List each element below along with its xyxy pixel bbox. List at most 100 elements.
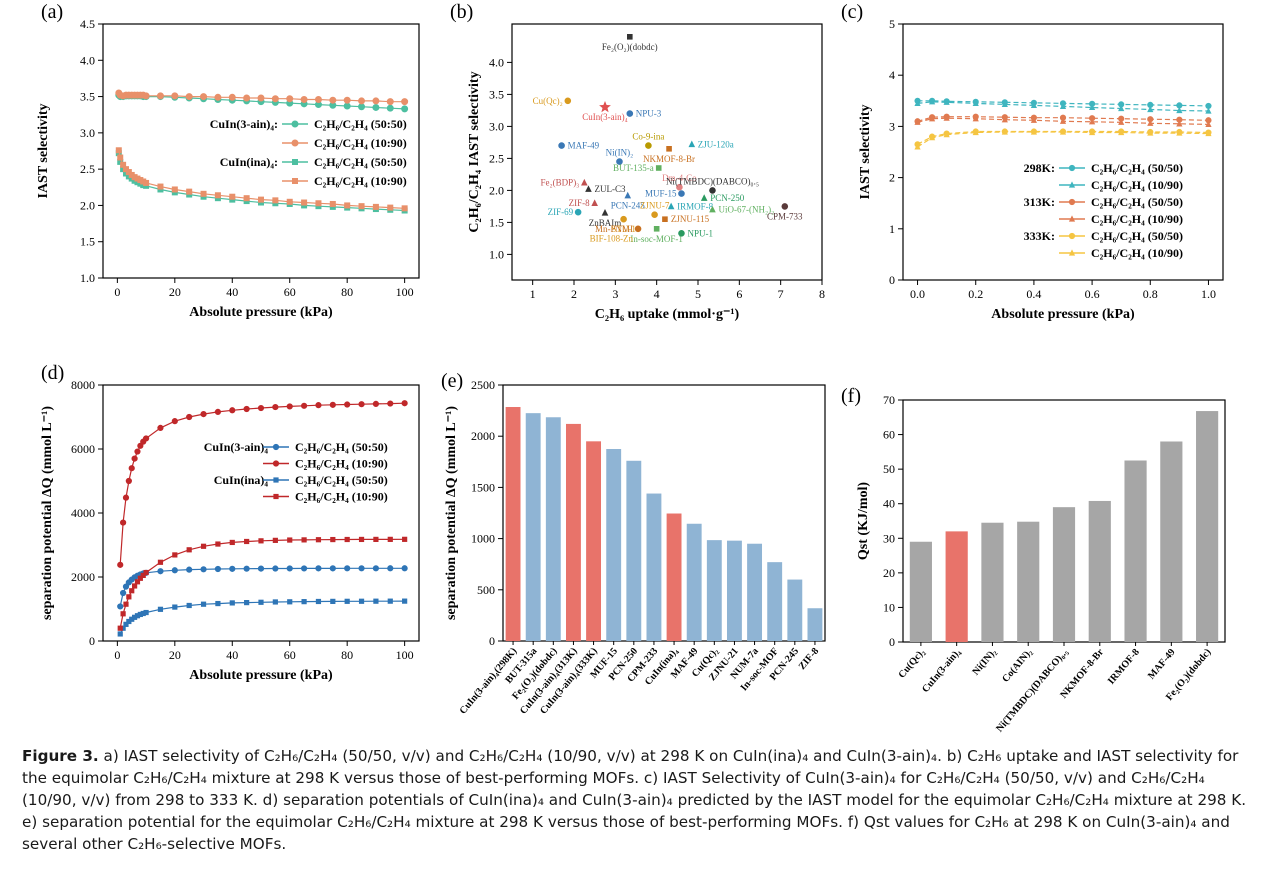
data-point (627, 34, 633, 40)
data-point (1068, 215, 1076, 222)
data-point (287, 599, 293, 605)
data-point (157, 568, 164, 575)
data-point (129, 588, 135, 594)
point-label: CuIn(3-ain)₄ (582, 112, 628, 122)
point-label: Co-9-ina (632, 132, 664, 142)
point-label: ZJNU-7 (640, 201, 670, 211)
y-tick-label: 8000 (71, 378, 95, 392)
x-tick-label: 0.0 (910, 287, 925, 301)
data-point (634, 225, 642, 233)
y-tick-label: 60 (883, 428, 895, 442)
panel-label: (c) (841, 1, 863, 23)
x-axis-label: Absolute pressure (kPa) (189, 305, 333, 320)
bar-category-label: Ni(TMBDC)(DABCO)₀.₅ (994, 647, 1070, 735)
y-tick-label: 1 (889, 222, 895, 236)
bar-category-label: Cu(Qc)₂ (896, 647, 927, 681)
data-point (343, 102, 351, 110)
legend-label: C₂H₆/C₂H₄ (50/50) (1091, 195, 1183, 209)
point-label: Fe₂(BDP)₃ (541, 178, 580, 188)
data-point (215, 541, 221, 547)
point-label: UiO-67-(NH₂)₂ (718, 205, 774, 215)
data-point (185, 93, 193, 101)
y-tick-label: 1.0 (80, 271, 95, 285)
x-tick-label: 3 (612, 287, 618, 301)
data-point (1118, 128, 1125, 136)
data-point (125, 477, 132, 485)
data-point (214, 565, 222, 573)
data-point (653, 226, 660, 232)
panel-label: (d) (41, 362, 64, 384)
data-point (373, 536, 379, 542)
y-tick-label: 50 (883, 462, 895, 476)
y-axis-label: IAST selectivity (36, 103, 51, 198)
y-tick-label: 30 (883, 531, 895, 545)
data-point (286, 403, 293, 410)
series-line (917, 101, 1209, 112)
legend-label: C₂H₆/C₂H₄ (10/90) (1091, 246, 1183, 260)
data-point (1088, 118, 1096, 125)
data-point (655, 165, 662, 171)
y-tick-label: 1.5 (80, 235, 95, 249)
data-point (186, 413, 193, 421)
bar (747, 543, 763, 641)
data-point (214, 192, 221, 199)
bar-category-label: Co(AIN)₂ (1000, 647, 1034, 685)
point-label: Fe₂(O₂)(dobdc) (602, 42, 658, 52)
caption-label: Figure 3. (22, 747, 99, 765)
data-point (143, 569, 149, 576)
bar (787, 579, 803, 641)
data-point (122, 494, 130, 501)
data-point (315, 402, 322, 409)
data-point (228, 93, 236, 101)
plot-frame (102, 23, 420, 279)
data-point (928, 98, 936, 105)
panel-c: (c) 0 1 2 3 4 5 0.0 0.2 0.4 0.6 0.8 1.0 Absolute pres… (841, 1, 1224, 322)
plot-frame (502, 384, 826, 642)
data-point (1030, 116, 1038, 123)
y-tick-label: 1.5 (489, 215, 504, 229)
bar (586, 441, 602, 641)
data-point (601, 209, 609, 216)
data-point (401, 105, 409, 113)
data-point (137, 442, 144, 449)
data-point (257, 565, 265, 572)
y-axis-label: C₂H₆/C₂H₄ IAST selectivity (467, 71, 482, 232)
data-point (344, 401, 351, 408)
panel-label: (e) (441, 370, 463, 392)
bar (706, 540, 722, 641)
data-point (1205, 120, 1212, 127)
series-line (119, 600, 405, 635)
data-point (972, 99, 979, 106)
data-point (1088, 103, 1096, 111)
data-point (117, 561, 124, 568)
point-label: Cu(Qc)₂ (533, 96, 563, 106)
data-point (645, 142, 652, 149)
y-tick-label: 4.5 (80, 17, 95, 31)
data-point (229, 600, 235, 606)
data-point (344, 202, 351, 209)
data-point (126, 618, 132, 625)
data-point (344, 536, 350, 543)
bar (606, 449, 622, 641)
x-tick-label: 60 (284, 285, 296, 299)
data-point (157, 183, 164, 190)
data-point (386, 98, 394, 106)
data-point (229, 193, 236, 200)
data-point (134, 613, 141, 619)
data-point (123, 621, 129, 627)
legend-label: C₂H₆/C₂H₄ (10:90) (314, 174, 407, 188)
data-point (972, 115, 979, 122)
panel-label: (b) (450, 1, 473, 23)
data-point (358, 103, 366, 111)
data-point (387, 565, 394, 572)
data-point (616, 158, 623, 165)
bar (525, 413, 541, 641)
bar (666, 513, 682, 641)
x-tick-label: 80 (341, 648, 353, 662)
data-point (172, 604, 178, 610)
y-tick-label: 2 (889, 171, 895, 185)
data-point (272, 565, 279, 572)
data-point (171, 186, 178, 193)
data-point (1068, 249, 1076, 256)
data-point (372, 203, 379, 210)
